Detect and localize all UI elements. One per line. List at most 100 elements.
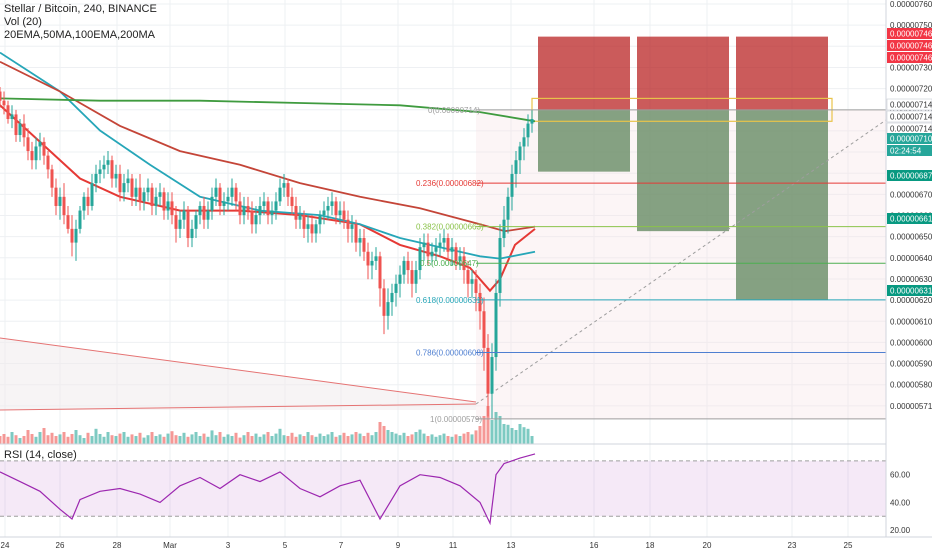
candle-body[interactable] xyxy=(250,210,254,225)
candle-body[interactable] xyxy=(398,274,402,284)
candle-body[interactable] xyxy=(150,187,154,206)
candle-body[interactable] xyxy=(22,123,26,138)
trade-zones[interactable] xyxy=(476,36,886,419)
stop-loss-zone[interactable] xyxy=(637,36,729,110)
candle-body[interactable] xyxy=(266,201,270,216)
candle-body[interactable] xyxy=(74,228,78,243)
candle-body[interactable] xyxy=(510,173,514,197)
candle-body[interactable] xyxy=(430,251,434,257)
candle-body[interactable] xyxy=(86,196,90,206)
price-axis[interactable]: 0.000007600.000007500.000007400.00000730… xyxy=(885,0,932,550)
candle-body[interactable] xyxy=(114,173,118,179)
candle-body[interactable] xyxy=(530,119,534,124)
candle-body[interactable] xyxy=(362,238,366,252)
candle-body[interactable] xyxy=(206,210,210,220)
candle-body[interactable] xyxy=(338,210,342,216)
candle-body[interactable] xyxy=(310,224,314,234)
candle-body[interactable] xyxy=(178,219,182,229)
candle-body[interactable] xyxy=(438,242,442,248)
candle-body[interactable] xyxy=(322,210,326,216)
stop-loss-zone[interactable] xyxy=(736,36,828,110)
candle-body[interactable] xyxy=(54,187,58,206)
candle-body[interactable] xyxy=(486,347,490,394)
candle-body[interactable] xyxy=(6,105,10,120)
candle-body[interactable] xyxy=(282,183,286,188)
candle-body[interactable] xyxy=(490,357,494,394)
candle-body[interactable] xyxy=(218,187,222,206)
candle-body[interactable] xyxy=(190,228,194,239)
candle-body[interactable] xyxy=(226,196,230,202)
candle-body[interactable] xyxy=(58,196,62,206)
candle-body[interactable] xyxy=(526,123,530,138)
candle-body[interactable] xyxy=(346,219,350,229)
candle-body[interactable] xyxy=(506,196,510,220)
trend-lines[interactable] xyxy=(0,119,887,411)
rsi-line[interactable] xyxy=(0,453,536,526)
price-badge[interactable] xyxy=(887,213,932,224)
candle-body[interactable] xyxy=(422,242,426,248)
take-profit-zone[interactable] xyxy=(538,109,630,172)
candle-body[interactable] xyxy=(394,283,398,293)
candle-body[interactable] xyxy=(314,224,318,234)
candle-body[interactable] xyxy=(130,178,134,197)
candlesticks[interactable] xyxy=(0,86,534,419)
candle-body[interactable] xyxy=(370,260,374,266)
candle-body[interactable] xyxy=(134,187,138,197)
candle-body[interactable] xyxy=(186,210,190,239)
candle-body[interactable] xyxy=(410,270,414,284)
take-profit-zone[interactable] xyxy=(637,109,729,232)
candle-body[interactable] xyxy=(278,187,282,202)
candle-body[interactable] xyxy=(406,260,410,271)
candle-body[interactable] xyxy=(286,183,290,197)
candle-body[interactable] xyxy=(294,205,298,220)
candle-body[interactable] xyxy=(326,205,330,211)
ma-line-200ma[interactable] xyxy=(0,97,536,123)
candle-body[interactable] xyxy=(154,196,158,206)
candle-body[interactable] xyxy=(418,247,422,271)
candle-body[interactable] xyxy=(466,270,470,284)
volume-legend[interactable]: Vol (20) xyxy=(4,16,42,28)
candle-body[interactable] xyxy=(42,141,46,156)
price-badge[interactable] xyxy=(887,28,932,39)
candle-body[interactable] xyxy=(18,123,22,136)
candle-body[interactable] xyxy=(458,256,462,261)
rsi-pane[interactable] xyxy=(0,443,886,526)
candle-body[interactable] xyxy=(2,100,6,106)
price-badge[interactable] xyxy=(886,98,932,111)
candle-body[interactable] xyxy=(198,205,202,216)
candle-body[interactable] xyxy=(222,201,226,206)
candle-body[interactable] xyxy=(98,169,102,174)
price-badge[interactable] xyxy=(887,285,932,296)
rsi-legend[interactable]: RSI (14, close) xyxy=(4,449,77,461)
candle-body[interactable] xyxy=(162,192,166,211)
candle-body[interactable] xyxy=(358,238,362,243)
descending-trendline[interactable] xyxy=(0,337,477,403)
candle-body[interactable] xyxy=(230,187,234,197)
candle-body[interactable] xyxy=(374,256,378,261)
candle-body[interactable] xyxy=(202,205,206,220)
candle-body[interactable] xyxy=(274,201,278,211)
candle-body[interactable] xyxy=(110,160,114,179)
candle-body[interactable] xyxy=(262,201,266,206)
price-badge[interactable] xyxy=(886,110,932,123)
candle-body[interactable] xyxy=(94,173,98,184)
candle-body[interactable] xyxy=(478,292,482,312)
candle-body[interactable] xyxy=(378,256,382,289)
candle-body[interactable] xyxy=(138,187,142,202)
candle-body[interactable] xyxy=(414,270,418,284)
candle-body[interactable] xyxy=(102,164,106,170)
candle-body[interactable] xyxy=(386,302,390,316)
candle-body[interactable] xyxy=(470,279,474,284)
price-badge[interactable] xyxy=(887,40,932,51)
candle-body[interactable] xyxy=(106,160,110,165)
candle-body[interactable] xyxy=(390,292,394,303)
candle-body[interactable] xyxy=(514,160,518,174)
price-badge[interactable] xyxy=(887,145,932,156)
candle-body[interactable] xyxy=(518,146,522,161)
candle-body[interactable] xyxy=(38,141,42,147)
candle-body[interactable] xyxy=(242,205,246,216)
candle-body[interactable] xyxy=(330,201,334,206)
candle-body[interactable] xyxy=(26,137,30,152)
candle-body[interactable] xyxy=(50,169,54,188)
